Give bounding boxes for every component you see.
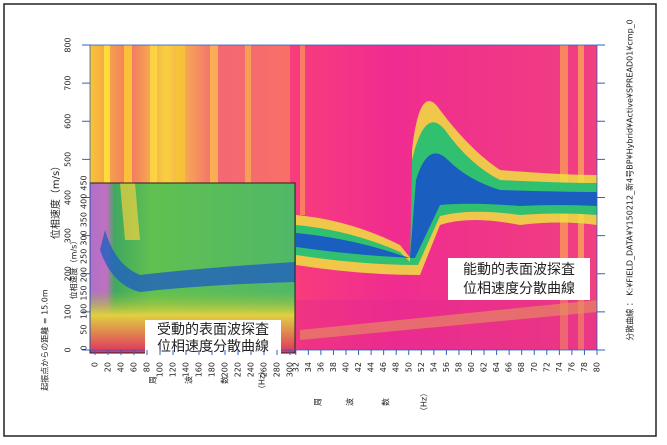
annotation: 位相速度分散曲線 [463, 281, 575, 297]
x-tick-label: 42 [354, 362, 363, 372]
y-tick-label: 300 [64, 228, 73, 243]
inset-y-axis-title: 位相速度（m/s） [69, 237, 79, 300]
x-tick-label: 48 [392, 362, 401, 372]
x-tick-label: 58 [454, 362, 463, 372]
x-tick-label: 56 [442, 362, 451, 372]
y-tick-label: 350 [80, 212, 89, 227]
y-tick-label: 400 [80, 194, 89, 209]
annotation-box [448, 258, 590, 300]
x-tick-label: 68 [517, 362, 526, 372]
frame [3, 3, 657, 437]
x-tick-label: 200 [221, 362, 230, 377]
y-tick-label: 500 [64, 152, 73, 167]
x-tick-label: 40 [117, 362, 126, 372]
y-tick-label: 100 [80, 304, 89, 319]
x-axis-title: 周 [149, 376, 158, 384]
x-tick-label: 34 [304, 362, 313, 372]
y-tick-label: 600 [64, 114, 73, 129]
y-tick-label: 0 [80, 345, 89, 350]
x-tick-label: 72 [542, 362, 551, 372]
file-path: 分散曲線 ： K:¥FIELD_DATA¥Y150212_新4号BP¥Hybri… [625, 19, 635, 341]
x-tick-label: 0 [91, 362, 100, 367]
x-tick-label: 240 [247, 362, 256, 377]
x-tick-label: 52 [417, 362, 426, 372]
x-tick-label: 120 [169, 362, 178, 377]
x-axis-title: 数 [381, 398, 391, 406]
x-tick-label: 62 [480, 362, 489, 372]
y-tick-label: 450 [80, 175, 89, 190]
y-tick-label: 0 [64, 347, 73, 352]
y-tick-label: 200 [64, 266, 73, 281]
x-tick-label: 74 [555, 362, 564, 372]
x-axis-title: （Hz） [420, 389, 429, 415]
y-tick-label: 300 [80, 230, 89, 245]
x-tick-label: 40 [342, 362, 351, 372]
x-tick-label: 140 [182, 362, 191, 377]
x-tick-label: 60 [130, 362, 139, 372]
y-tick-label: 50 [80, 325, 89, 335]
x-tick-label: 46 [379, 362, 388, 372]
x-tick-label: 180 [208, 362, 217, 377]
x-tick-label: 44 [367, 362, 376, 372]
annotation: 能動的表面波探査 [463, 262, 575, 278]
annotation: 位相速度分散曲線 [157, 339, 269, 355]
x-tick-label: 50 [404, 362, 413, 372]
x-tick-label: 70 [530, 362, 539, 372]
y-axis-title: 位相速度（m/s） [49, 161, 62, 239]
x-tick-label: 76 [567, 362, 576, 372]
x-axis-title: 周 [314, 398, 323, 406]
x-tick-label: 220 [234, 362, 243, 377]
x-tick-label: 280 [273, 362, 282, 377]
x-axis-title: （Hz） [258, 367, 267, 393]
y-tick-label: 250 [80, 249, 89, 264]
x-tick-label: 20 [104, 362, 113, 372]
source-distance: 起振点からの距離 = 15.0m [40, 289, 50, 391]
y-tick-label: 700 [64, 75, 73, 90]
y-tick-label: 800 [64, 37, 73, 52]
x-tick-label: 80 [593, 362, 602, 372]
x-tick-label: 32 [291, 362, 300, 372]
annotation: 受動的表面波探査 [157, 322, 269, 338]
x-tick-label: 160 [195, 362, 204, 377]
x-tick-label: 260 [260, 362, 269, 377]
x-axis-title: 波 [184, 376, 194, 384]
annotation-box [145, 320, 281, 356]
x-tick-label: 60 [467, 362, 476, 372]
y-tick-label: 200 [80, 267, 89, 282]
x-tick-label: 36 [316, 362, 325, 372]
x-tick-label: 78 [580, 362, 589, 372]
x-tick-label: 66 [505, 362, 514, 372]
x-tick-label: 64 [492, 362, 501, 372]
x-axis-title: 数 [220, 376, 230, 384]
x-tick-label: 100 [156, 362, 165, 377]
x-tick-label: 80 [143, 362, 152, 372]
y-tick-label: 400 [64, 190, 73, 205]
x-axis-title: 波 [345, 398, 355, 406]
x-tick-label: 300 [286, 362, 295, 377]
x-tick-label: 54 [429, 362, 438, 372]
y-tick-label: 150 [80, 285, 89, 300]
y-tick-label: 100 [64, 304, 73, 319]
x-tick-label: 38 [329, 362, 338, 372]
